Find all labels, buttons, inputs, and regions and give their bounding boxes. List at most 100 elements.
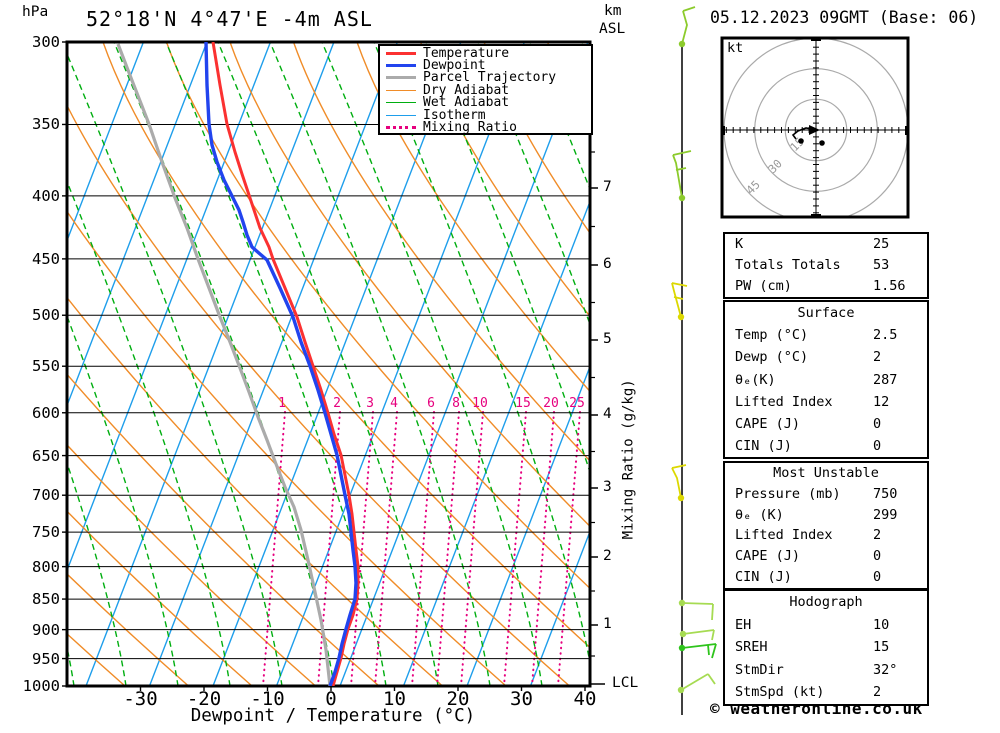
table-row-value: 2 <box>873 527 882 544</box>
table-row-label: CAPE (J) <box>735 548 801 565</box>
hodograph-axis-nub <box>905 126 909 135</box>
table-row-label: StmDir <box>735 661 784 678</box>
mixing-ratio-line <box>262 411 286 686</box>
table-row-value: 2 <box>873 684 882 700</box>
wind-barb-icon <box>707 673 716 685</box>
table-row: Lifted Index 12 <box>725 391 927 413</box>
table-row-value: 15 <box>873 639 890 655</box>
table-row: Pressure (mb) 750 <box>725 484 927 505</box>
wind-barb-icon <box>711 603 714 621</box>
table-row-value: 10 <box>873 616 890 633</box>
wind-barb-icon <box>711 629 715 641</box>
dry-adiabat-line <box>229 42 590 528</box>
hodograph-axis-nub <box>721 126 725 135</box>
table-row-label: K <box>735 236 744 252</box>
mixing-ratio-line <box>317 411 341 686</box>
table-row-label: CIN (J) <box>735 568 792 585</box>
isotherm-line <box>275 42 526 686</box>
isotherm-line <box>148 42 399 686</box>
temp-axis-title: Dewpoint / Temperature (°C) <box>190 706 476 726</box>
wind-barb-column <box>671 6 717 715</box>
table-row: CAPE (J) 0 <box>725 413 927 435</box>
hodograph-axis-nub <box>811 37 821 41</box>
km-tick-label: 2 <box>603 548 612 564</box>
table-row-value: 53 <box>873 257 890 273</box>
table-row: K 25 <box>725 234 927 255</box>
pressure-gridlines <box>62 41 605 691</box>
legend-item-label: Parcel Trajectory <box>423 70 557 86</box>
wind-barb-icon <box>681 643 717 649</box>
table-most-unstable: Most Unstable Pressure (mb) 750 θₑ (K) 299 Li… <box>723 461 929 590</box>
wet-adiabat-line <box>67 52 283 686</box>
km-tick-label: 4 <box>603 406 612 422</box>
wet-adiabat-line <box>321 42 543 686</box>
lcl-label: LCL <box>612 675 639 691</box>
parcel-trajectory-curve <box>116 43 332 686</box>
legend-swatch-solid <box>386 89 416 91</box>
dry-adiabat-line <box>67 573 189 686</box>
table-row-label: Temp (°C) <box>735 327 809 344</box>
legend-swatch-solid <box>386 51 416 55</box>
table-row-label: EH <box>735 616 752 633</box>
table-header: Hodograph <box>789 594 863 610</box>
isotherm-line <box>212 42 462 686</box>
table-row-value: 287 <box>873 371 898 388</box>
pressure-tick-label: 350 <box>32 115 60 134</box>
legend-swatch-solid <box>386 64 416 68</box>
wind-barb-dot <box>678 40 686 48</box>
table-row-value: 299 <box>873 506 898 523</box>
table-header: Most Unstable <box>773 465 879 481</box>
wind-barb-icon <box>671 282 682 318</box>
mixing-ratio-value-label: 25 <box>569 396 585 411</box>
table-row: CIN (J) 0 <box>725 567 927 588</box>
wet-adiabat-line <box>217 42 439 686</box>
table-row: Dewp (°C) 2 <box>725 346 927 368</box>
wet-adiabat-line <box>165 42 387 686</box>
isotherm-line <box>466 364 590 686</box>
legend-item: Mixing Ratio <box>380 120 591 135</box>
hodograph-dot <box>819 140 825 146</box>
table-row-value: 12 <box>873 393 890 410</box>
temp-tick-label: 30 <box>510 688 533 710</box>
mixing-ratio-value-label: 6 <box>427 396 435 411</box>
km-tick-label: 6 <box>603 256 612 272</box>
isotherm-line <box>67 42 272 573</box>
wind-barb-icon <box>673 296 684 300</box>
wet-adiabat-line <box>67 314 179 686</box>
wind-barb-dot <box>677 313 685 321</box>
run-datetime: 05.12.2023 09GMT (Base: 06) <box>710 8 979 27</box>
legend-swatch-solid <box>386 76 416 80</box>
mixing-ratio-value-label: 20 <box>543 396 559 411</box>
mixing-ratio-value-label: 8 <box>452 396 460 411</box>
mixing-ratio-value-label: 15 <box>515 396 531 411</box>
table-row-label: Totals Totals <box>735 257 841 273</box>
hodograph-dot <box>798 138 804 144</box>
pressure-tick-label: 650 <box>32 446 60 465</box>
pressure-tick-label: 800 <box>32 557 60 576</box>
wind-barb-dot <box>678 599 686 607</box>
table-header: Surface <box>797 305 855 321</box>
table-row-value: 2 <box>873 349 882 366</box>
legend-item: Wet Adiabat <box>380 95 591 110</box>
wet-adiabat-line <box>67 179 231 686</box>
table-row: PW (cm) 1.56 <box>725 276 927 297</box>
table-row: θₑ (K) 299 <box>725 505 927 526</box>
wind-barb-icon <box>672 150 692 156</box>
hodograph-ring-label: 30 <box>765 156 785 176</box>
table-row: StmDir 32° <box>725 659 927 682</box>
table-row: Totals Totals 53 <box>725 255 927 276</box>
table-row-value: 25 <box>873 236 890 252</box>
mixing-ratio-value-label: 4 <box>390 396 398 411</box>
wet-adiabat-line <box>477 42 590 327</box>
table-row-value: 0 <box>873 438 882 455</box>
table-row-value: 2.5 <box>873 327 898 344</box>
legend-item: Parcel Trajectory <box>380 70 591 86</box>
dry-adiabat-line <box>102 42 590 649</box>
pressure-tick-label: 500 <box>32 306 60 325</box>
wind-barb-icon <box>682 629 715 635</box>
mixing-ratio-line <box>436 411 460 686</box>
table-row: θₑ(K) 287 <box>725 369 927 391</box>
legend-item: Dry Adiabat <box>380 83 591 98</box>
